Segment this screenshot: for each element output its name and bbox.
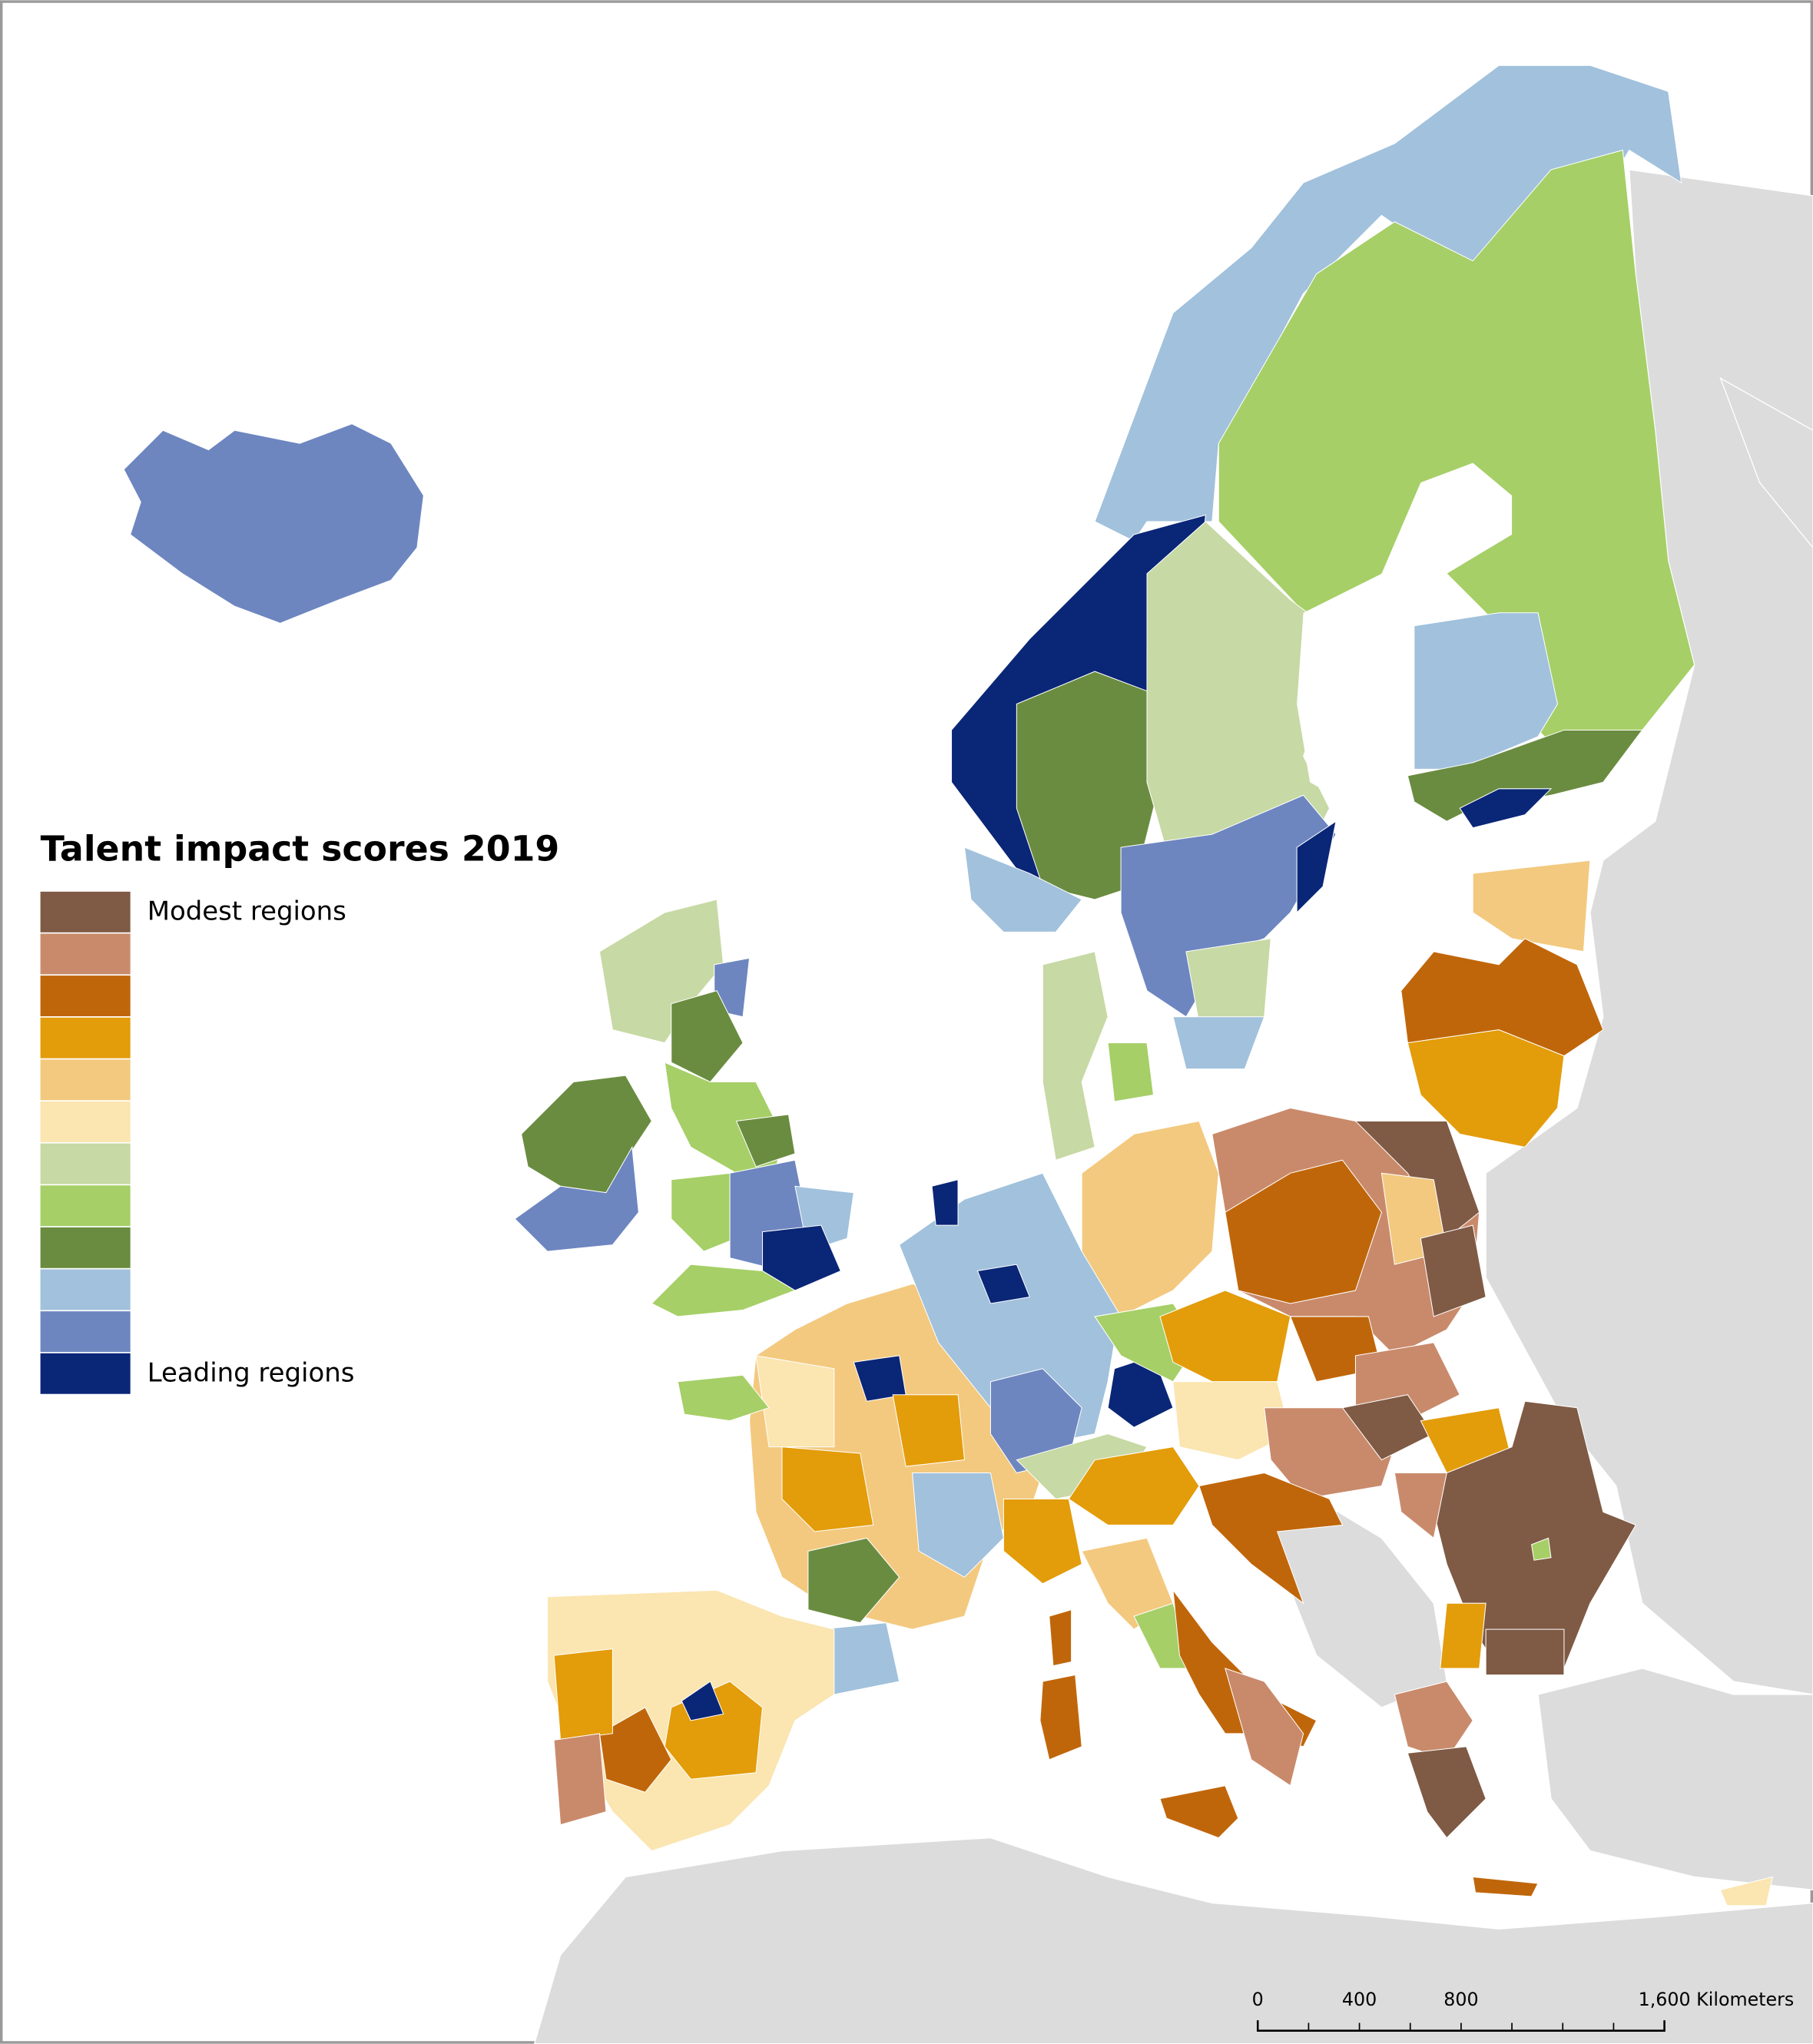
legend-swatch (40, 976, 131, 1017)
finland-west (1414, 612, 1559, 770)
madrid (681, 1681, 724, 1721)
yorkshire (735, 1114, 796, 1168)
bucharest (1530, 1537, 1552, 1561)
romania (1433, 1400, 1636, 1669)
frankfurt (976, 1264, 1031, 1304)
france-west (755, 1355, 835, 1448)
legend-label: Leading regions (147, 1359, 355, 1389)
legend-swatch (40, 1353, 131, 1394)
sweden-central (1120, 794, 1337, 1018)
lublin (1420, 1224, 1487, 1317)
sardinia (1039, 1674, 1082, 1761)
legend-swatch (40, 1101, 131, 1142)
legend-swatch (40, 891, 131, 933)
piedmont (1003, 1498, 1082, 1585)
calabria (1225, 1668, 1304, 1787)
norway-south (963, 846, 1082, 933)
land-kola (1719, 376, 1813, 549)
amsterdam (931, 1179, 959, 1226)
cyprus (1719, 1876, 1774, 1907)
wales (671, 1172, 737, 1252)
legend-swatch (40, 1185, 131, 1227)
germany-east (1081, 1120, 1219, 1317)
legend-swatch (40, 1269, 131, 1310)
sicily (1159, 1785, 1239, 1839)
banat (1394, 1473, 1447, 1539)
crete (1472, 1876, 1539, 1897)
portugal-south (553, 1733, 607, 1826)
legend-swatch (40, 1059, 131, 1101)
corsica (1049, 1608, 1072, 1667)
legend-swatch (40, 1227, 131, 1268)
greece (1407, 1746, 1487, 1839)
toulouse (807, 1537, 900, 1624)
sweden-skane (1172, 1016, 1265, 1070)
regions (123, 65, 1774, 1907)
legend-swatch (40, 1017, 131, 1058)
bulgaria (1485, 1628, 1565, 1676)
benelux-germany-west (899, 1172, 1122, 1448)
legend-swatch (40, 933, 131, 975)
croatia (1198, 1473, 1344, 1605)
bulgaria-west (1440, 1602, 1487, 1669)
legend-swatch (40, 1311, 131, 1353)
scotland-north (598, 899, 724, 1044)
lithuania (1407, 1029, 1565, 1148)
helsinki (1459, 788, 1553, 829)
england-south (651, 1264, 797, 1317)
denmark (1042, 951, 1109, 1161)
sweden-south (1185, 938, 1271, 1024)
scale-bar: 0 400 800 1,600 Kilometers (1252, 1989, 1795, 2032)
scale-label: 800 (1443, 1989, 1478, 2010)
scotland-south (671, 990, 744, 1083)
zealand (1107, 1042, 1155, 1102)
legend: Modest regions Leading regions (40, 891, 355, 1394)
poland-west (1225, 1159, 1382, 1304)
scale-label: 1,600 Kilometers (1639, 1989, 1795, 2010)
stockholm (1296, 820, 1337, 914)
gulf-of-bothnia (1297, 462, 1513, 809)
brittany (677, 1374, 770, 1422)
austria (1172, 1381, 1291, 1461)
france-centre (892, 1394, 966, 1467)
portugal-north (553, 1648, 613, 1741)
basemap (533, 169, 1813, 2044)
finland-south (1407, 729, 1643, 822)
scale-label: 0 (1252, 1989, 1264, 2010)
legend-title: Talent impact scores 2019 (41, 828, 560, 870)
lyon (912, 1473, 1004, 1578)
land-turkey (1537, 1668, 1813, 1891)
greece-north (1394, 1681, 1473, 1761)
land-africa (533, 1837, 1813, 2044)
france-southwest (781, 1446, 874, 1532)
london (762, 1224, 841, 1291)
legend-label: Modest regions (147, 897, 346, 927)
estonia (1472, 860, 1591, 952)
iceland (123, 423, 424, 624)
scale-label: 400 (1342, 1989, 1377, 2010)
extremadura (598, 1707, 672, 1793)
ireland-south (514, 1145, 639, 1252)
legend-swatch (40, 1143, 131, 1184)
